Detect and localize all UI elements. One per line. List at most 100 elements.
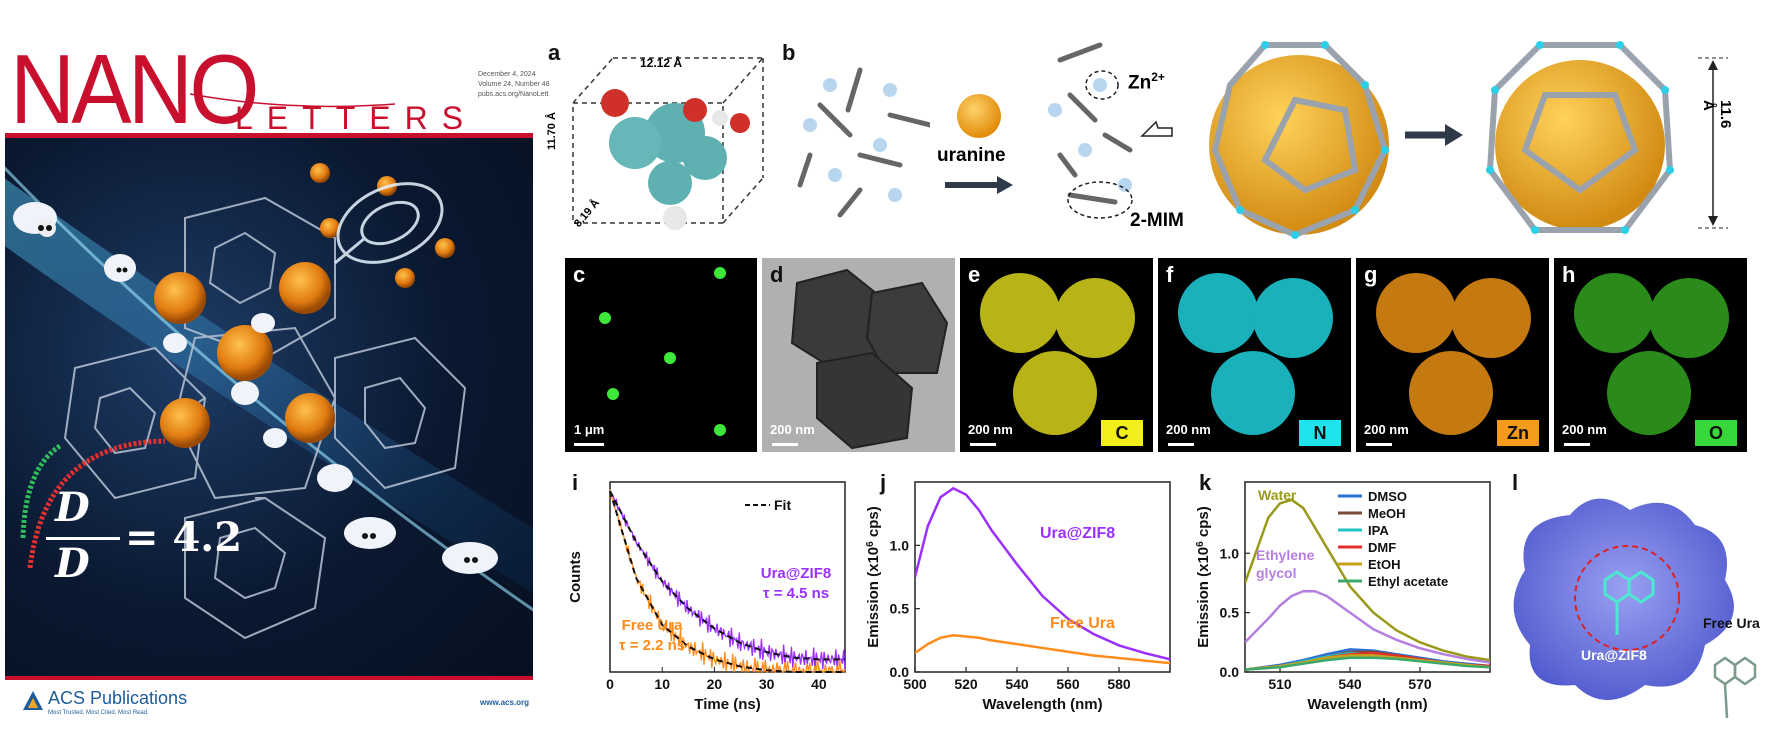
cavity-circle xyxy=(1574,545,1680,651)
panel-c-image xyxy=(565,258,757,452)
cover-journal-url: pubs.acs.org/NanoLett xyxy=(478,91,549,98)
legend-label-dmf: DMF xyxy=(1368,540,1396,555)
cover-artwork xyxy=(5,138,533,678)
panel-h-scale-bar xyxy=(1564,443,1590,446)
y-axis-label: Emission (x106 cps) xyxy=(1195,506,1213,647)
eds-map-zinc xyxy=(1376,273,1531,435)
x-tick-label: 540 xyxy=(1005,676,1029,692)
x-axis-label: Wavelength (nm) xyxy=(1307,696,1427,713)
panel-h-image xyxy=(1554,258,1747,452)
cover-bar-top xyxy=(5,133,533,138)
panel-f-letter: f xyxy=(1166,262,1174,287)
x-tick-label: 0 xyxy=(606,676,614,692)
panel-e-image xyxy=(960,258,1153,452)
equation-result: = 4.2 xyxy=(125,514,243,561)
size-bracket xyxy=(1698,57,1728,229)
panel-c-letter: c xyxy=(573,262,586,287)
x-tick-label: 580 xyxy=(1107,676,1131,692)
tem-particles xyxy=(790,268,949,450)
free-ura-label: Free Ura xyxy=(1703,615,1760,631)
element-badge-zn: Zn xyxy=(1497,420,1539,446)
panel-d-letter: d xyxy=(770,262,784,287)
panel-g-letter: g xyxy=(1364,262,1378,287)
equation-denominator: D xyxy=(55,540,90,587)
cage-size-label: 11.6 Å xyxy=(1700,100,1734,129)
y-tick-label: 0.5 xyxy=(1220,605,1240,621)
legend-label-dmso: DMSO xyxy=(1368,489,1407,504)
legend-label-etoh: EtOH xyxy=(1368,557,1401,572)
equation-fraction-bar xyxy=(46,537,120,540)
x-tick-label: 570 xyxy=(1408,676,1432,692)
zinc-charge: 2+ xyxy=(1151,70,1165,84)
eds-map-oxygen xyxy=(1574,273,1729,435)
acs-logo-icon xyxy=(23,691,43,710)
x-tick-label: 20 xyxy=(707,676,723,692)
arrow-right-icon xyxy=(945,176,1013,194)
series-line-free-ura xyxy=(915,634,1170,665)
series-label-ura-zif8: Ura@ZIF8 xyxy=(761,565,831,582)
uranine-sphere-icon xyxy=(957,94,1001,138)
x-axis-label: Wavelength (nm) xyxy=(982,696,1102,713)
y-tick-label: 0.5 xyxy=(890,601,910,617)
legend-label-ipa: IPA xyxy=(1368,523,1389,538)
panel-d-scale-label: 200 nm xyxy=(770,422,815,437)
panel-b-assembly xyxy=(1048,42,1133,219)
panel-d-image xyxy=(762,258,955,452)
uranine-label: uranine xyxy=(937,145,1006,166)
element-badge-o: O xyxy=(1695,420,1737,446)
y-axis-label: Emission (x106 cps) xyxy=(865,506,883,647)
panel-a-dim-height: 11.70 Å xyxy=(546,112,558,150)
panel-a-molecule xyxy=(572,57,764,230)
plot-frame xyxy=(609,481,846,673)
legend-label-ethyl-acetate: Ethyl acetate xyxy=(1368,574,1448,589)
fit-line xyxy=(609,490,845,673)
annotation-water: Water xyxy=(1258,487,1297,503)
y-axis-label: Counts xyxy=(567,551,584,603)
x-tick-label: 30 xyxy=(759,676,775,692)
zif8-surface xyxy=(1513,498,1734,700)
publisher-name: ACS Publications xyxy=(48,688,188,708)
panel-d-scale-bar xyxy=(772,443,798,446)
panel-h-letter: h xyxy=(1562,262,1576,287)
free-ura-molecule xyxy=(1713,656,1757,719)
panel-c-scale-label: 1 μm xyxy=(574,422,605,437)
panel-e-scale-bar xyxy=(970,443,996,446)
y-tick-label: 0.0 xyxy=(1220,664,1240,680)
x-tick-label: 540 xyxy=(1338,676,1362,692)
panel-f-scale-bar xyxy=(1168,443,1194,446)
cover-swoosh xyxy=(190,93,396,108)
panel-b-letter: b xyxy=(782,40,796,65)
annotation-glycol: glycol xyxy=(1256,565,1296,581)
x-tick-label: 520 xyxy=(954,676,978,692)
panel-h-scale-label: 200 nm xyxy=(1562,422,1607,437)
panel-k-letter: k xyxy=(1199,470,1212,495)
panel-j-letter: j xyxy=(880,470,887,495)
mim-label: 2-MIM xyxy=(1130,210,1184,231)
panel-g-image xyxy=(1356,258,1549,452)
lifetime-label-ura-zif8: τ = 4.5 ns xyxy=(763,585,829,602)
panel-e-letter: e xyxy=(968,262,981,287)
curved-arrow-icon xyxy=(1140,120,1173,137)
panel-l-docking xyxy=(1513,498,1757,719)
ura-molecule-inside xyxy=(1603,570,1655,635)
x-tick-label: 510 xyxy=(1268,676,1292,692)
panel-g-scale-label: 200 nm xyxy=(1364,422,1409,437)
fluorescence-dots xyxy=(599,267,726,436)
panel-e-scale-label: 200 nm xyxy=(968,422,1013,437)
element-badge-n: N xyxy=(1299,420,1341,446)
ghost-icons xyxy=(13,202,498,574)
trail-red xyxy=(27,438,166,569)
y-tick-label: 0.0 xyxy=(890,664,910,680)
cover-bar-bottom xyxy=(5,676,533,680)
cage-with-dye xyxy=(1209,41,1389,239)
panel-g-scale-bar xyxy=(1366,443,1392,446)
cover-date: December 4, 2024 xyxy=(478,71,536,78)
panel-a-letter: a xyxy=(548,40,561,65)
cover-title: NANO xyxy=(10,34,259,144)
chart-k-solvents: 510 540 570 0.0 0.5 1.0 Wavelength (nm) Emissio… xyxy=(1195,481,1491,713)
arrow-right-2-icon xyxy=(1405,124,1463,146)
panel-l-letter: l xyxy=(1512,470,1519,495)
x-axis-label: Time (ns) xyxy=(694,696,760,713)
series-line-water xyxy=(1245,498,1490,662)
chart-j-emission: 500 520 540 560 580 0.0 0.5 1.0 Wavelength (nm) E… xyxy=(865,481,1171,713)
